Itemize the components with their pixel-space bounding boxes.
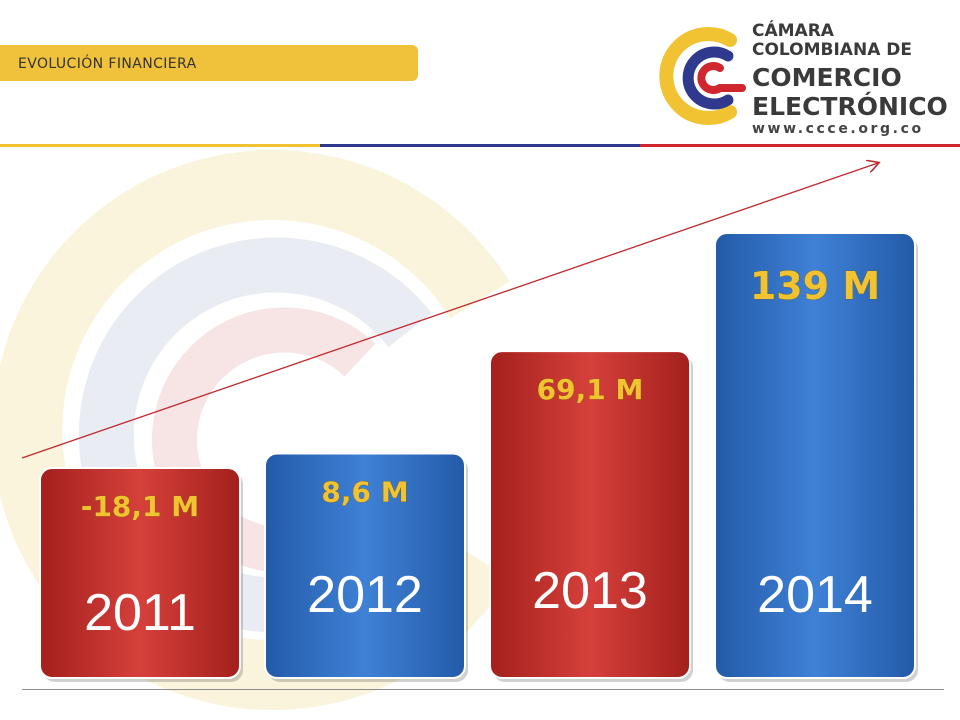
brand-name-line3: COMERCIO bbox=[752, 63, 902, 92]
chart-baseline bbox=[22, 689, 944, 690]
bar-2012 bbox=[264, 452, 466, 679]
brand-name-line1: CÁMARA bbox=[752, 21, 834, 41]
bar-category-label-2012: 2012 bbox=[307, 566, 423, 624]
bar-value-label-2013: 69,1 M bbox=[537, 373, 644, 406]
bar-category-label-2013: 2013 bbox=[532, 562, 648, 620]
brand-name-line2: COLOMBIANA DE bbox=[752, 40, 912, 60]
bar-value-label-2011: -18,1 M bbox=[81, 490, 199, 523]
bar-category-label-2014: 2014 bbox=[757, 566, 873, 624]
bar-category-label-2011: 2011 bbox=[84, 584, 196, 642]
ccce-logo-mark-icon bbox=[659, 27, 746, 125]
brand-logo: CÁMARA COLOMBIANA DE COMERCIO ELECTRÓNIC… bbox=[650, 20, 950, 137]
brand-name-line4: ELECTRÓNICO bbox=[752, 92, 948, 121]
top-rule-blue bbox=[320, 144, 640, 147]
top-rule-red bbox=[640, 144, 960, 147]
bar-2014 bbox=[714, 232, 916, 679]
section-title: EVOLUCIÓN FINANCIERA bbox=[18, 56, 197, 72]
bar-2013 bbox=[489, 350, 691, 679]
trend-arrow bbox=[21, 163, 878, 459]
bar-2011 bbox=[39, 467, 241, 679]
brand-url: www.ccce.org.co bbox=[752, 121, 924, 137]
brand-wordmark: CÁMARA COLOMBIANA DE COMERCIO ELECTRÓNIC… bbox=[752, 21, 948, 138]
bar-value-label-2012: 8,6 M bbox=[321, 475, 408, 508]
bar-value-label-2014: 139 M bbox=[750, 264, 880, 308]
section-title-tag: EVOLUCIÓN FINANCIERA bbox=[0, 45, 418, 81]
bars-layer: -18,1 M 2011 8,6 M 2012 69,1 M 2013 139 M 2014 bbox=[39, 232, 918, 682]
top-rule-yellow bbox=[0, 144, 320, 147]
